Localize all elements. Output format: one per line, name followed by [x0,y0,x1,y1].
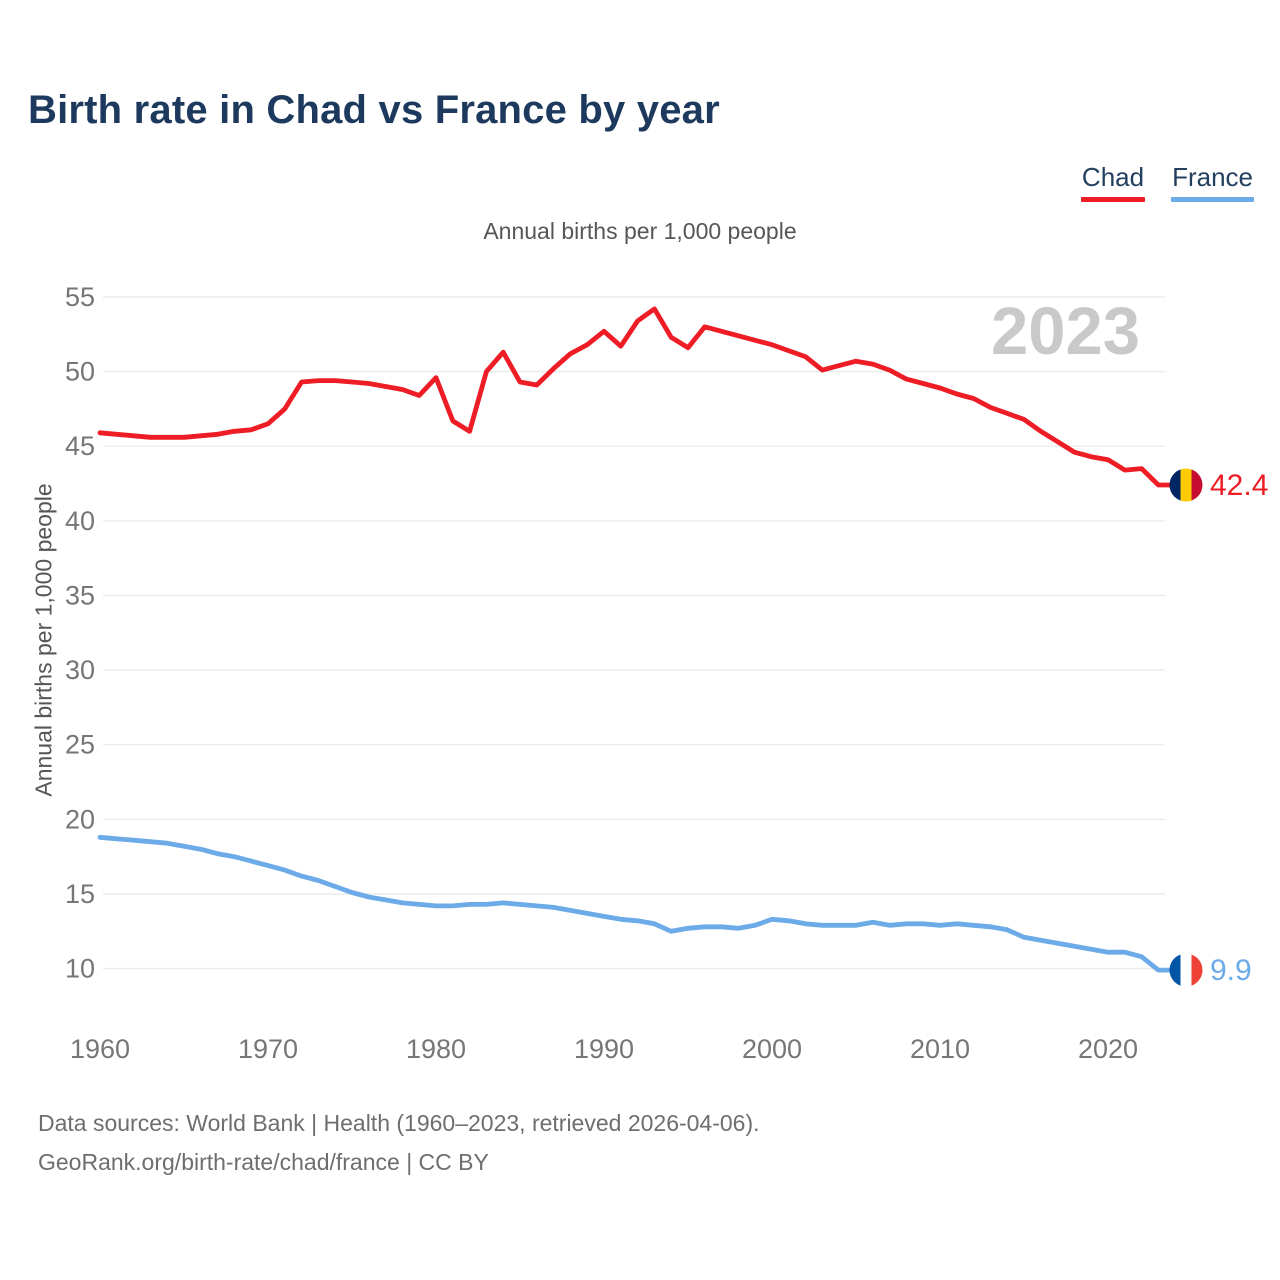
chart-subtitle: Annual births per 1,000 people [483,218,797,244]
line-chart: 10 15 20 25 30 35 40 45 50 55 1960 1970 1980 1990 2000… [65,282,1268,1064]
legend-item-france[interactable]: France [1171,162,1254,202]
chad-end-value-label: 42.4 [1210,469,1268,502]
x-tick-label: 1960 [70,1034,130,1064]
legend: Chad France [1080,162,1254,202]
france-end-value-label: 9.9 [1210,954,1252,987]
x-tick-label: 1990 [574,1034,634,1064]
watermark-year: 2023 [990,294,1140,369]
y-tick-label: 55 [65,282,95,312]
x-tick-label: 2010 [910,1034,970,1064]
footer-sources-line: Data sources: World Bank | Health (1960–… [38,1110,760,1136]
x-tick-label: 2000 [742,1034,802,1064]
legend-label: France [1172,162,1253,192]
y-tick-label: 30 [65,655,95,685]
legend-label: Chad [1081,162,1145,192]
y-tick-label: 20 [65,804,95,834]
y-tick-label: 35 [65,581,95,611]
legend-item-chad[interactable]: Chad [1080,162,1146,202]
france-flag-icon [1169,953,1203,987]
footer: Data sources: World Bank | Health (1960–… [38,1104,760,1182]
y-tick-label: 45 [65,431,95,461]
x-tick-label: 2020 [1078,1034,1138,1064]
page-title: Birth rate in Chad vs France by year [28,88,720,132]
y-tick-label: 40 [65,506,95,536]
footer-url-line: GeoRank.org/birth-rate/chad/france | CC … [38,1149,489,1175]
legend-color-bar [1171,197,1254,202]
y-tick-label: 25 [65,730,95,760]
france-line [97,834,1173,973]
chad-line [97,306,1173,488]
x-tick-label: 1970 [238,1034,298,1064]
y-tick-label: 50 [65,357,95,387]
x-tick-label: 1980 [406,1034,466,1064]
legend-color-bar [1080,197,1146,202]
y-tick-label: 15 [65,879,95,909]
chad-flag-icon [1169,468,1203,502]
y-tick-label: 10 [65,954,95,984]
